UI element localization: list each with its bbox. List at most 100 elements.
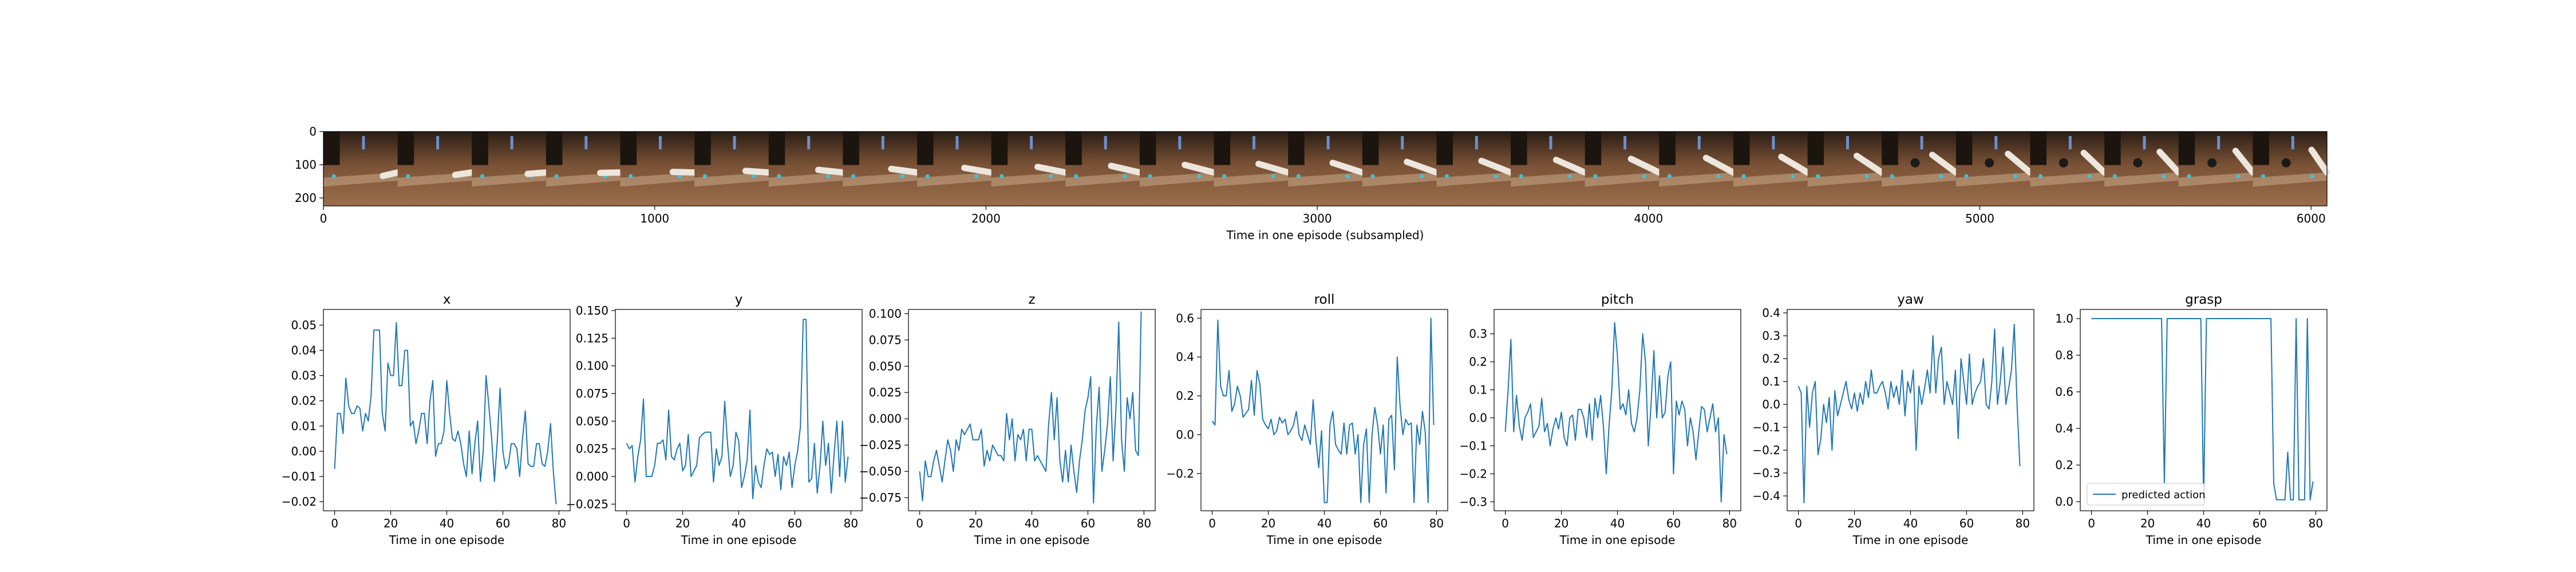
blue-dot	[2261, 174, 2266, 178]
subplot-title: pitch	[1601, 292, 1634, 307]
xtick-label: 60	[788, 517, 802, 530]
subplot-xlabel: Time in one episode	[974, 533, 1090, 547]
strip-xtick-label: 2000	[971, 212, 1001, 225]
xtick-label: 0	[1502, 517, 1509, 530]
xtick-label: 0	[2088, 517, 2095, 530]
legend-label: predicted action	[2121, 489, 2206, 501]
robot-arm	[1108, 162, 1143, 176]
subplot-yaw: 0 20 40 60 80 −0.4 −0.3 −0.2 −0.1 0.0 0.1 0.2 0.3 0.4…	[1752, 292, 2034, 547]
blue-dot	[1197, 174, 1202, 178]
ytick-label: 0.6	[1176, 311, 1194, 325]
robot-arm	[2308, 146, 2330, 176]
strip-frame	[546, 132, 624, 206]
blue-dot	[1741, 174, 1746, 178]
blue-dot	[2310, 174, 2314, 178]
ytick-label: 0.125	[576, 331, 609, 345]
target-marker	[1178, 136, 1182, 150]
gripped-object	[1985, 158, 1994, 168]
strip-frame	[1065, 132, 1143, 206]
target-marker	[1030, 136, 1033, 150]
blue-dot	[629, 174, 633, 178]
table-edge	[917, 172, 991, 187]
blue-dot	[974, 174, 979, 178]
robot-arm	[888, 165, 920, 176]
ytick-label: 0.100	[576, 359, 609, 373]
blue-dot	[1667, 174, 1672, 178]
frame-shadow	[620, 132, 637, 165]
gripped-object	[2133, 158, 2143, 168]
blue-dot	[1593, 174, 1598, 178]
xtick-label: 60	[1373, 517, 1388, 530]
gripped-object	[2059, 158, 2068, 168]
xtick-label: 0	[916, 517, 923, 530]
blue-dot	[2187, 174, 2191, 178]
frame-shadow	[2253, 132, 2269, 165]
blue-dot	[1864, 174, 1869, 178]
target-marker	[436, 136, 440, 150]
blue-dot	[925, 174, 930, 178]
xtick-label: 40	[440, 517, 454, 530]
xtick-label: 60	[2253, 517, 2267, 530]
frame-shadow	[768, 132, 785, 165]
target-marker	[1104, 136, 1107, 150]
strip-frame	[2178, 132, 2256, 206]
gripped-object	[1910, 158, 1920, 168]
subplot-title: grasp	[2185, 292, 2222, 307]
ytick-label: 0.3	[1469, 327, 1487, 341]
ytick-label: 0.4	[1762, 306, 1780, 320]
xtick-label: 0	[331, 517, 338, 530]
xtick-label: 0	[623, 517, 630, 530]
ytick-label: 0.000	[869, 412, 902, 426]
target-marker	[955, 136, 959, 150]
frame-shadow	[1659, 132, 1676, 165]
table-edge	[1733, 172, 1808, 187]
strip-frame	[1436, 132, 1514, 206]
subplot-xlabel: Time in one episode	[1852, 533, 1969, 547]
strip-xtick-label: 0	[320, 212, 327, 225]
frame-shadow	[1882, 132, 1898, 165]
table-edge	[1511, 172, 1585, 187]
frame-shadow	[1511, 132, 1527, 165]
strip-frame	[991, 132, 1069, 206]
ytick-label: 0.0	[1176, 428, 1194, 442]
ytick-label: 1.0	[2055, 312, 2073, 325]
target-marker	[1401, 136, 1404, 150]
ytick-label: −0.02	[282, 495, 317, 509]
ytick-label: 0.04	[291, 343, 317, 357]
strip-frame	[1362, 132, 1440, 206]
robot-arm	[1702, 154, 1737, 176]
ytick-label: −0.01	[282, 470, 317, 483]
ytick-label: 0.3	[1762, 329, 1780, 343]
series-line	[919, 311, 1142, 504]
blue-dot	[2112, 174, 2117, 178]
robot-arm	[1627, 156, 1662, 176]
robot-arm	[1478, 157, 1514, 176]
target-marker	[362, 136, 365, 150]
strip-frame	[397, 132, 475, 206]
strip-frame	[472, 132, 550, 206]
strip-xtick-label: 3000	[1303, 212, 1332, 225]
xtick-label: 40	[2196, 517, 2211, 530]
table-edge	[2178, 172, 2253, 187]
robot-arm	[1552, 157, 1589, 176]
strip-frame	[1955, 132, 2033, 206]
action-subplots: 0 20 40 60 80−0.02−0.010.000.010.020.030.040…	[282, 292, 2328, 547]
ytick-label: −0.3	[1459, 495, 1487, 509]
ytick-label: 0.050	[576, 414, 609, 428]
strip-frame	[1511, 132, 1589, 206]
ytick-label: 0.100	[869, 307, 902, 320]
strip-xtick-label: 5000	[1965, 212, 1994, 225]
blue-dot	[1791, 174, 1795, 178]
ytick-label: 0.2	[1176, 389, 1194, 403]
xtick-label: 20	[384, 517, 398, 530]
ytick-label: 0.000	[576, 470, 609, 483]
blue-dot	[1964, 174, 1969, 178]
frame-shadow	[1214, 132, 1231, 165]
ytick-label: 0.6	[2055, 385, 2073, 399]
frame-shadow	[546, 132, 563, 165]
ytick-label: −0.050	[859, 464, 902, 478]
ytick-label: 0.075	[869, 333, 902, 347]
blue-dot	[1345, 174, 1350, 178]
robot-arm	[1778, 153, 1811, 176]
target-marker	[807, 136, 811, 150]
